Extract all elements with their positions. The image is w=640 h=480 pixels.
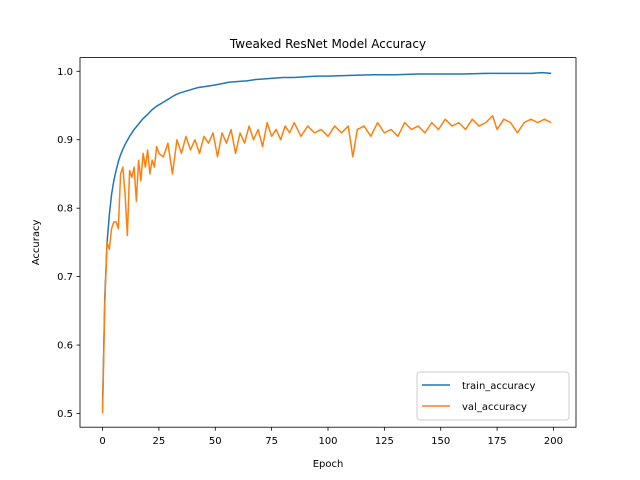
- x-tick-label: 200: [544, 436, 563, 447]
- x-tick-label: 125: [375, 436, 394, 447]
- y-axis-label: Accuracy: [31, 219, 42, 265]
- y-tick-label: 0.5: [57, 409, 73, 420]
- x-tick-label: 150: [431, 436, 450, 447]
- legend-label-train-accuracy: train_accuracy: [462, 381, 535, 392]
- legend-box: [416, 371, 570, 421]
- x-tick-label: 100: [318, 436, 337, 447]
- y-tick-label: 0.7: [57, 272, 73, 283]
- x-tick-label: 0: [99, 436, 105, 447]
- legend-label-val-accuracy: val_accuracy: [462, 402, 527, 413]
- x-tick-label: 75: [265, 436, 278, 447]
- series-line-val-accuracy: [101, 115, 552, 414]
- y-tick-label: 0.8: [57, 204, 73, 215]
- series-line-train-accuracy: [101, 71, 552, 407]
- plot-lines: [101, 71, 552, 414]
- x-tick-label: 175: [488, 436, 507, 447]
- chart-title: Tweaked ResNet Model Accuracy: [229, 37, 426, 51]
- legend: train_accuracy val_accuracy: [416, 371, 570, 421]
- x-tick-label: 25: [153, 436, 166, 447]
- y-axis-ticks: 0.5 0.6 0.7 0.8 0.9 1.0: [57, 67, 80, 420]
- y-tick-label: 0.9: [57, 135, 73, 146]
- x-axis-label: Epoch: [313, 459, 344, 470]
- x-axis-ticks: 0 25 50 75 100 125 150 175 200: [99, 427, 563, 447]
- y-tick-label: 1.0: [57, 67, 73, 78]
- x-tick-label: 50: [209, 436, 222, 447]
- y-tick-label: 0.6: [57, 341, 73, 352]
